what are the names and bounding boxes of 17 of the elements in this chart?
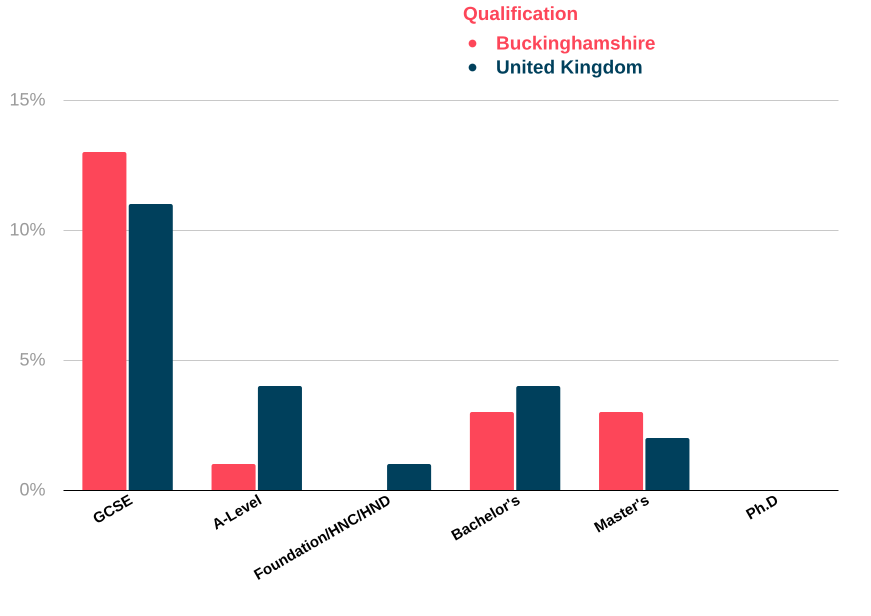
bar — [516, 386, 560, 490]
bar — [599, 412, 644, 490]
bar — [212, 464, 256, 490]
legend-title: Qualification — [463, 4, 578, 25]
y-tick-label: 15% — [9, 90, 46, 110]
bar — [82, 152, 126, 490]
legend-label: United Kingdom — [496, 58, 643, 78]
y-tick-label: 10% — [9, 220, 46, 240]
y-tick-label: 0% — [19, 480, 46, 500]
bar — [128, 204, 173, 490]
y-tick-label: 5% — [19, 350, 46, 370]
bar — [645, 438, 690, 490]
bar — [258, 386, 302, 490]
x-tick-label: Ph.D — [743, 492, 782, 524]
bar — [470, 412, 514, 490]
legend-label: Buckinghamshire — [496, 34, 656, 54]
bar — [387, 464, 432, 490]
